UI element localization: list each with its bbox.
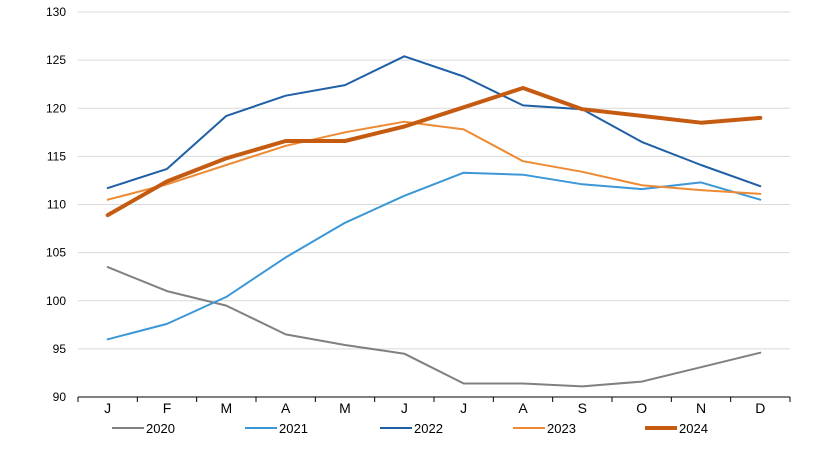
series-line-2022 bbox=[106, 55, 762, 190]
x-tick-label-7: A bbox=[518, 400, 528, 416]
y-tick-label-90: 90 bbox=[53, 390, 67, 404]
x-tick-label-3: A bbox=[281, 400, 291, 416]
series-line-2024 bbox=[105, 86, 763, 218]
x-tick-label-2: M bbox=[220, 400, 232, 416]
y-tick-label-110: 110 bbox=[47, 198, 66, 212]
x-tick-label-11: D bbox=[755, 400, 765, 416]
legend-label-2020: 2020 bbox=[146, 421, 175, 436]
legend-label-2024: 2024 bbox=[679, 421, 708, 436]
legend-label-2021: 2021 bbox=[279, 421, 308, 436]
x-tick-label-4: M bbox=[339, 400, 351, 416]
y-tick-label-130: 130 bbox=[46, 5, 66, 19]
y-tick-label-100: 100 bbox=[46, 294, 66, 308]
legend-label-2023: 2023 bbox=[547, 421, 576, 436]
y-tick-label-115: 115 bbox=[47, 149, 66, 163]
x-tick-label-8: S bbox=[578, 400, 587, 416]
x-tick-label-0: J bbox=[104, 400, 111, 416]
y-tick-label-105: 105 bbox=[46, 246, 66, 260]
y-tick-label-95: 95 bbox=[53, 342, 67, 356]
y-tick-label-125: 125 bbox=[46, 53, 66, 67]
x-tick-label-9: O bbox=[636, 400, 647, 416]
legend-label-2022: 2022 bbox=[414, 421, 443, 436]
series-line-2020 bbox=[106, 266, 762, 388]
series-line-2023 bbox=[106, 120, 762, 201]
x-tick-label-10: N bbox=[696, 400, 706, 416]
x-tick-label-5: J bbox=[401, 400, 408, 416]
y-tick-label-120: 120 bbox=[46, 101, 66, 115]
x-tick-label-6: J bbox=[460, 400, 467, 416]
x-tick-label-1: F bbox=[163, 400, 172, 416]
series-line-2021 bbox=[106, 171, 762, 341]
